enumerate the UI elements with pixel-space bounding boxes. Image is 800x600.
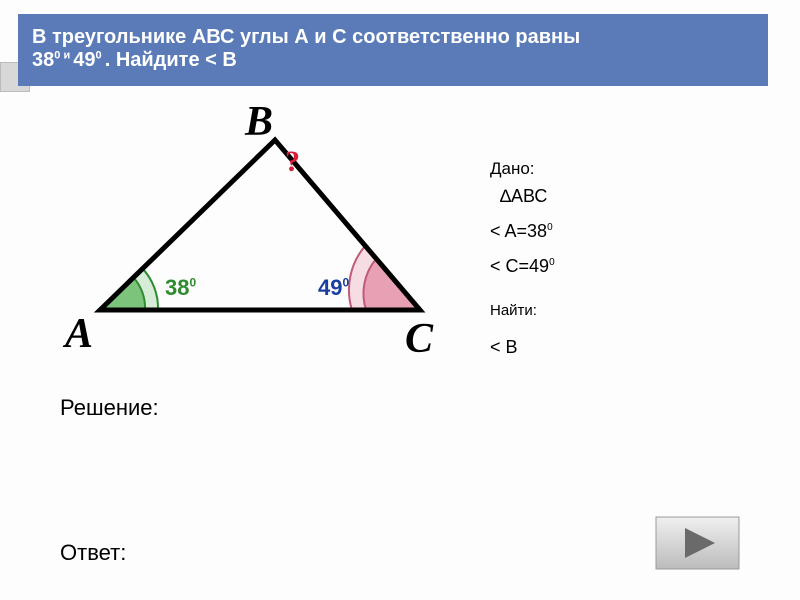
given-block: Дано: ∆АВС ˂ A=380 ˂ C=490 Найти: ˂ В: [490, 155, 555, 361]
angle-A-label: 380: [165, 275, 196, 301]
problem-banner: В треугольнике АВС углы А и С соответств…: [18, 14, 768, 86]
given-header: Дано:: [490, 155, 555, 182]
answer-label: Ответ:: [60, 540, 126, 566]
vertex-B: B: [245, 98, 273, 146]
angle-B-qmark: ?: [285, 145, 300, 179]
asym3: ˂: [490, 337, 506, 357]
deg2: 0: [96, 49, 105, 61]
next-button[interactable]: [655, 516, 740, 570]
vertex-A: A: [65, 310, 93, 358]
given-a: A=380: [505, 221, 553, 241]
triangle-diagram: A B C 380 490 ?: [40, 110, 480, 370]
find-header: Найти:: [490, 299, 555, 323]
asym1: ˂: [490, 221, 505, 241]
banner-angle-a: 38: [32, 49, 54, 71]
degC: 0: [342, 276, 349, 290]
banner-between: и: [63, 49, 73, 61]
banner-angle-c: 49: [73, 49, 95, 71]
banner-after: . Найдите: [105, 49, 205, 71]
banner-find: ˂ В: [205, 49, 237, 71]
solution-label: Решение:: [60, 395, 159, 421]
angle-C-label: 490: [318, 275, 349, 301]
find-val: В: [506, 337, 518, 357]
degA: 0: [189, 276, 196, 290]
vertex-C: C: [405, 315, 433, 363]
given-triangle: ∆АВС: [490, 182, 555, 211]
asym2: ˂: [490, 256, 506, 276]
given-c: C=490: [506, 256, 555, 276]
banner-text-1: В треугольнике АВС углы А и С соответств…: [32, 26, 580, 48]
